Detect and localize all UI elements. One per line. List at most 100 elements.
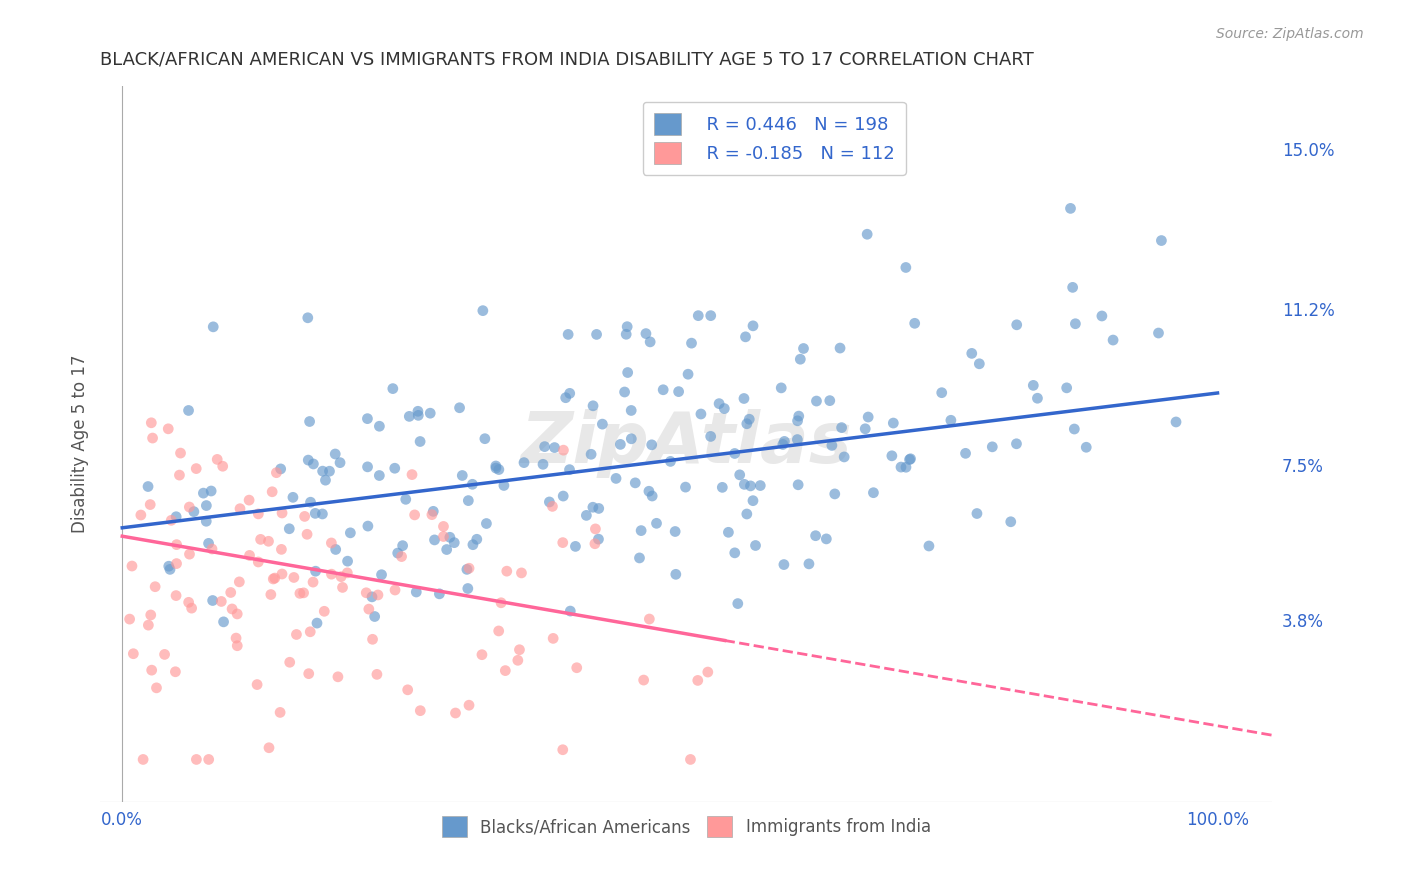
- Point: [543, 441, 565, 455]
- Point: [904, 316, 927, 330]
- Point: [575, 508, 598, 523]
- Point: [165, 509, 187, 524]
- Point: [495, 564, 517, 578]
- Point: [247, 507, 270, 521]
- Point: [786, 414, 808, 428]
- Point: [225, 631, 247, 645]
- Point: [401, 467, 423, 482]
- Legend: Blacks/African Americans, Immigrants from India: Blacks/African Americans, Immigrants fro…: [436, 810, 938, 843]
- Point: [553, 443, 575, 458]
- Y-axis label: Disability Age 5 to 17: Disability Age 5 to 17: [72, 354, 89, 533]
- Point: [183, 505, 205, 519]
- Point: [391, 539, 413, 553]
- Point: [439, 530, 461, 544]
- Point: [582, 399, 605, 413]
- Point: [367, 588, 389, 602]
- Point: [202, 319, 225, 334]
- Point: [1005, 437, 1028, 451]
- Point: [461, 538, 484, 552]
- Point: [918, 539, 941, 553]
- Point: [900, 451, 922, 466]
- Point: [856, 410, 879, 425]
- Point: [139, 607, 162, 622]
- Point: [742, 318, 765, 333]
- Text: Source: ZipAtlas.com: Source: ZipAtlas.com: [1216, 27, 1364, 41]
- Point: [772, 437, 794, 451]
- Point: [579, 447, 602, 461]
- Point: [238, 549, 260, 563]
- Point: [266, 466, 288, 480]
- Point: [122, 647, 145, 661]
- Point: [489, 596, 512, 610]
- Point: [506, 653, 529, 667]
- Point: [711, 480, 734, 494]
- Point: [270, 462, 292, 476]
- Point: [285, 627, 308, 641]
- Point: [1059, 202, 1081, 216]
- Point: [141, 416, 163, 430]
- Point: [396, 682, 419, 697]
- Point: [165, 665, 187, 679]
- Point: [551, 535, 574, 549]
- Point: [981, 440, 1004, 454]
- Point: [939, 413, 962, 427]
- Point: [531, 458, 554, 472]
- Point: [862, 485, 884, 500]
- Point: [257, 534, 280, 549]
- Point: [121, 559, 143, 574]
- Point: [302, 457, 325, 471]
- Point: [339, 525, 361, 540]
- Point: [1150, 234, 1173, 248]
- Point: [458, 561, 481, 575]
- Point: [159, 562, 181, 576]
- Point: [422, 504, 444, 518]
- Point: [398, 409, 420, 424]
- Point: [139, 498, 162, 512]
- Point: [419, 406, 441, 420]
- Point: [160, 513, 183, 527]
- Point: [457, 493, 479, 508]
- Text: BLACK/AFRICAN AMERICAN VS IMMIGRANTS FROM INDIA DISABILITY AGE 5 TO 17 CORRELATI: BLACK/AFRICAN AMERICAN VS IMMIGRANTS FRO…: [100, 51, 1033, 69]
- Point: [679, 752, 702, 766]
- Point: [363, 609, 385, 624]
- Point: [890, 460, 912, 475]
- Point: [733, 392, 755, 406]
- Point: [271, 567, 294, 582]
- Point: [409, 434, 432, 449]
- Point: [638, 334, 661, 349]
- Point: [201, 593, 224, 607]
- Point: [314, 473, 336, 487]
- Point: [717, 525, 740, 540]
- Point: [404, 508, 426, 522]
- Point: [270, 542, 292, 557]
- Text: ZipAtlas: ZipAtlas: [520, 409, 852, 478]
- Point: [458, 698, 481, 713]
- Point: [177, 403, 200, 417]
- Point: [186, 461, 208, 475]
- Point: [485, 458, 508, 473]
- Point: [197, 752, 219, 766]
- Point: [305, 616, 328, 631]
- Point: [177, 595, 200, 609]
- Point: [773, 558, 796, 572]
- Point: [361, 632, 384, 647]
- Point: [238, 493, 260, 508]
- Point: [828, 341, 851, 355]
- Point: [787, 477, 810, 491]
- Point: [357, 519, 380, 533]
- Point: [368, 419, 391, 434]
- Point: [169, 468, 191, 483]
- Point: [330, 569, 353, 583]
- Point: [609, 437, 631, 451]
- Point: [955, 446, 977, 460]
- Point: [195, 514, 218, 528]
- Point: [557, 327, 579, 342]
- Point: [664, 524, 686, 539]
- Point: [465, 533, 488, 547]
- Point: [641, 489, 664, 503]
- Point: [318, 464, 340, 478]
- Point: [456, 562, 478, 576]
- Point: [384, 582, 406, 597]
- Point: [533, 440, 555, 454]
- Point: [325, 542, 347, 557]
